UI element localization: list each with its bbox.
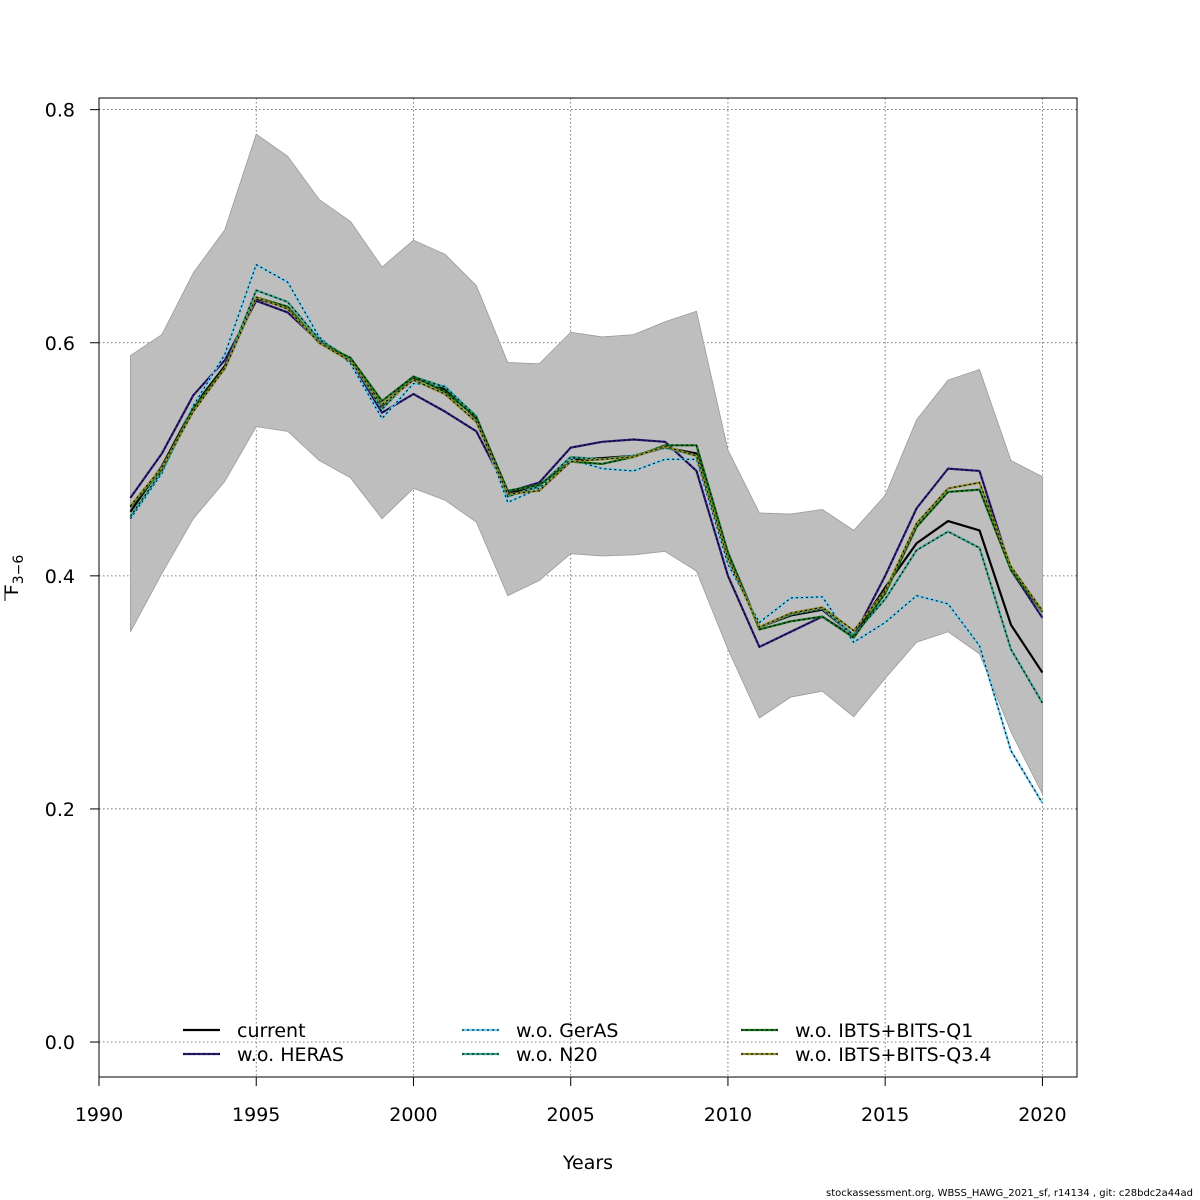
legend-item-4: w.o. IBTS+BITS-Q1 <box>741 1020 973 1042</box>
y-axis-title-subscript: 3−6 <box>11 555 27 585</box>
legend-label-4: w.o. IBTS+BITS-Q1 <box>795 1020 973 1042</box>
x-tick-label-1990: 1990 <box>75 1104 123 1126</box>
x-tick-label-2020: 2020 <box>1018 1104 1066 1126</box>
legend-item-5: w.o. IBTS+BITS-Q3.4 <box>741 1044 991 1066</box>
series-layer <box>129 263 1044 804</box>
series-dash-2 <box>129 263 1043 804</box>
x-tick-label-2015: 2015 <box>861 1104 909 1126</box>
y-tick-label-0.6: 0.6 <box>45 333 75 355</box>
series-3 <box>129 289 1044 704</box>
legend-item-0: current <box>183 1020 306 1042</box>
y-tick-label-0.4: 0.4 <box>45 566 75 588</box>
x-tick-label-1995: 1995 <box>232 1104 280 1126</box>
series-dash-5 <box>130 296 1043 632</box>
x-axis: 1990 1995 2000 2005 2010 2015 2020 <box>75 1076 1067 1126</box>
x-tick-label-2005: 2005 <box>547 1104 595 1126</box>
footer-note: stockassessment.org, WBSS_HAWG_2021_sf, … <box>826 1188 1193 1199</box>
legend-item-1: w.o. HERAS <box>183 1044 344 1066</box>
series-line-3 <box>129 289 1044 704</box>
y-tick-label-0.0: 0.0 <box>45 1032 75 1054</box>
legend-label-1: w.o. HERAS <box>237 1044 344 1066</box>
legend-item-3: w.o. N20 <box>462 1044 598 1066</box>
y-tick-label-0.2: 0.2 <box>45 799 75 821</box>
series-line-1 <box>129 299 1044 649</box>
series-1 <box>129 299 1044 649</box>
legend-label-3: w.o. N20 <box>516 1044 598 1066</box>
x-tick-label-2010: 2010 <box>704 1104 752 1126</box>
y-axis-title-main: F <box>1 584 23 595</box>
x-tick-label-2000: 2000 <box>389 1104 437 1126</box>
x-axis-title: Years <box>562 1152 613 1174</box>
legend-item-2: w.o. GerAS <box>462 1020 619 1042</box>
legend-label-2: w.o. GerAS <box>516 1020 619 1042</box>
legend-label-0: current <box>237 1020 306 1042</box>
series-5 <box>129 296 1044 632</box>
legend-label-5: w.o. IBTS+BITS-Q3.4 <box>795 1044 991 1066</box>
y-tick-label-0.8: 0.8 <box>45 100 75 122</box>
y-axis-title: F3−6 <box>1 555 27 596</box>
series-2 <box>129 263 1044 804</box>
y-axis: 0.0 0.2 0.4 0.6 0.8 <box>45 100 100 1054</box>
